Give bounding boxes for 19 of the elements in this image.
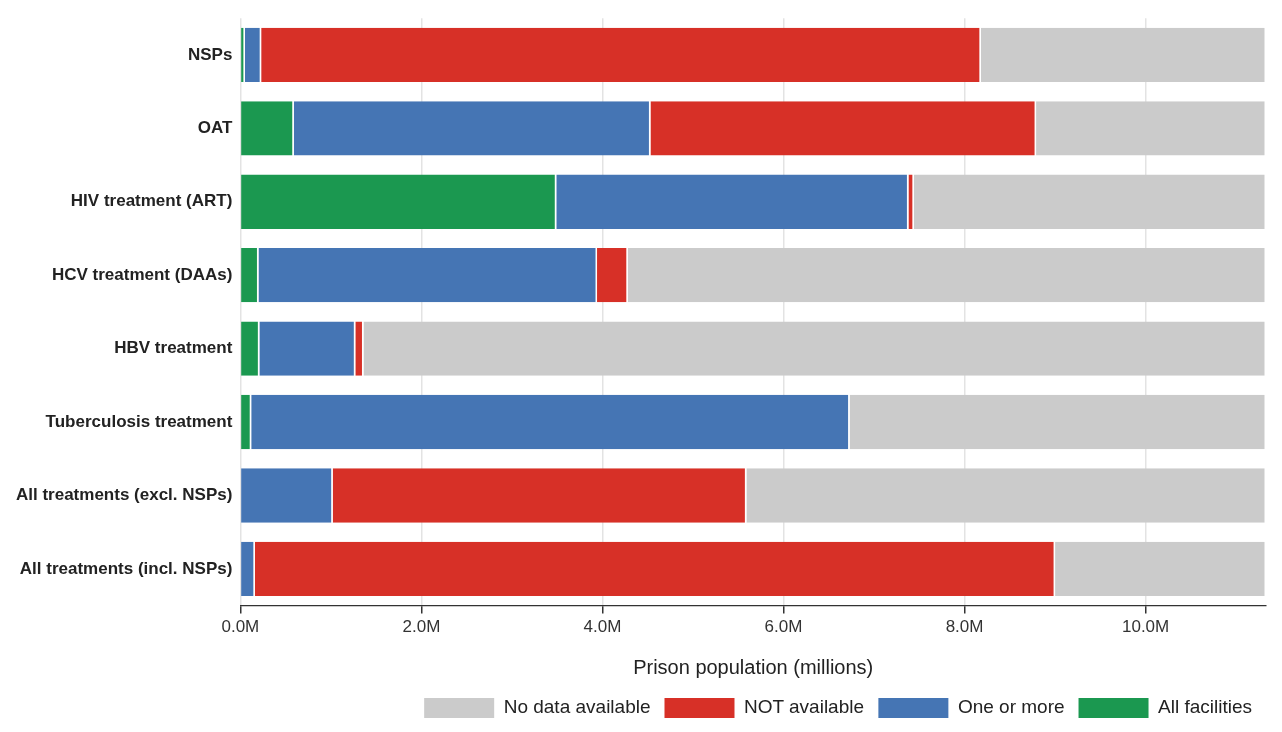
x-tick-label: 6.0M [764,617,803,637]
x-tick-label: 8.0M [945,617,984,637]
x-tick-label: 10.0M [1121,617,1170,637]
y-tick-label: Tuberculosis treatment [45,411,233,431]
y-tick-label: OAT [197,118,233,138]
x-axis-title: Prison population (millions) [633,655,874,678]
y-tick-label: All treatments (incl. NSPs) [19,558,233,578]
y-tick-label: NSPs [187,44,233,64]
x-tick-label: 0.0M [221,617,260,637]
legend-label: No data available [503,696,651,718]
y-tick-label: HIV treatment (ART) [70,191,233,211]
legend-label: NOT available [743,696,865,718]
x-tick-label: 4.0M [583,617,622,637]
x-tick-label: 2.0M [402,617,441,637]
y-tick-label: All treatments (excl. NSPs) [15,485,233,505]
legend-label: All facilities [1158,696,1253,718]
legend-label: One or more [957,696,1065,718]
y-tick-label: HCV treatment (DAAs) [51,264,233,284]
y-tick-label: HBV treatment [114,338,233,358]
